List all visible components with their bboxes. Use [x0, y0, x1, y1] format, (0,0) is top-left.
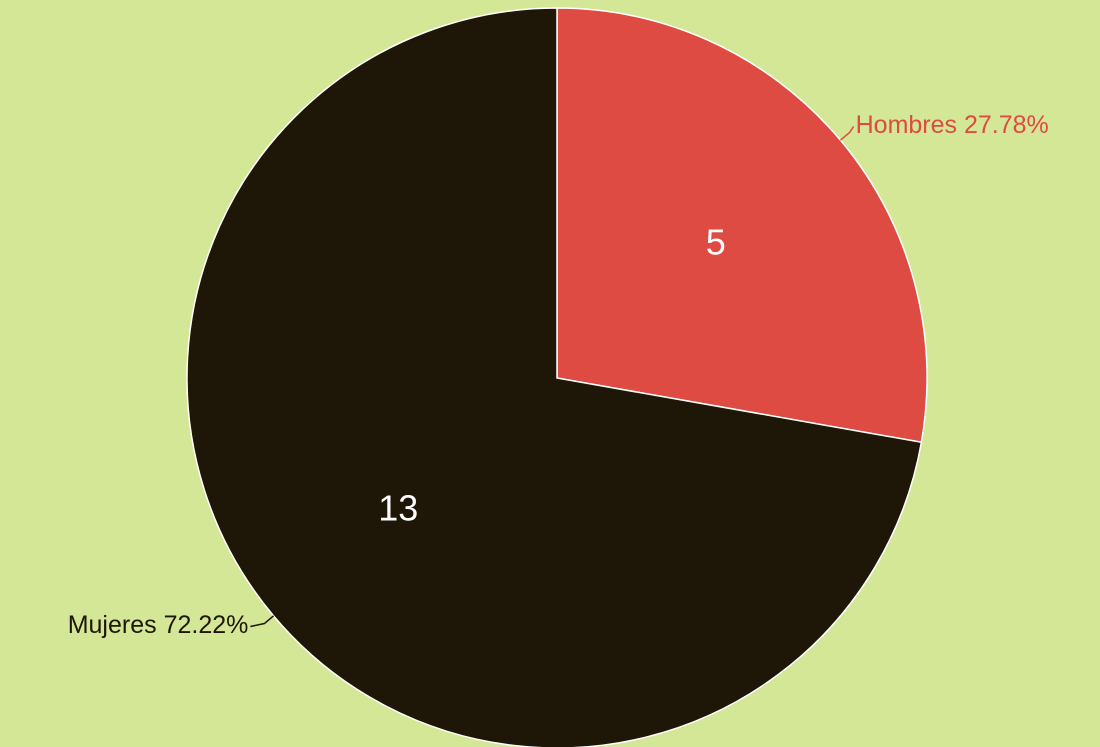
pie-slices [186, 7, 928, 747]
slice-label-hombres: Hombres 27.78% [856, 111, 1049, 139]
pie-slice-hombres [556, 7, 928, 444]
pie-slice-mujeres [186, 7, 923, 747]
leader-line-hombres [839, 126, 855, 141]
slice-label-mujeres: Mujeres 72.22% [68, 611, 249, 639]
leader-line-mujeres [250, 615, 275, 628]
pie-labels: 5 Hombres 27.78% 13 Mujeres 72.22% [68, 111, 1049, 639]
slice-value-mujeres: 13 [378, 488, 418, 529]
leader-lines [250, 126, 855, 628]
slice-value-hombres: 5 [706, 221, 726, 262]
